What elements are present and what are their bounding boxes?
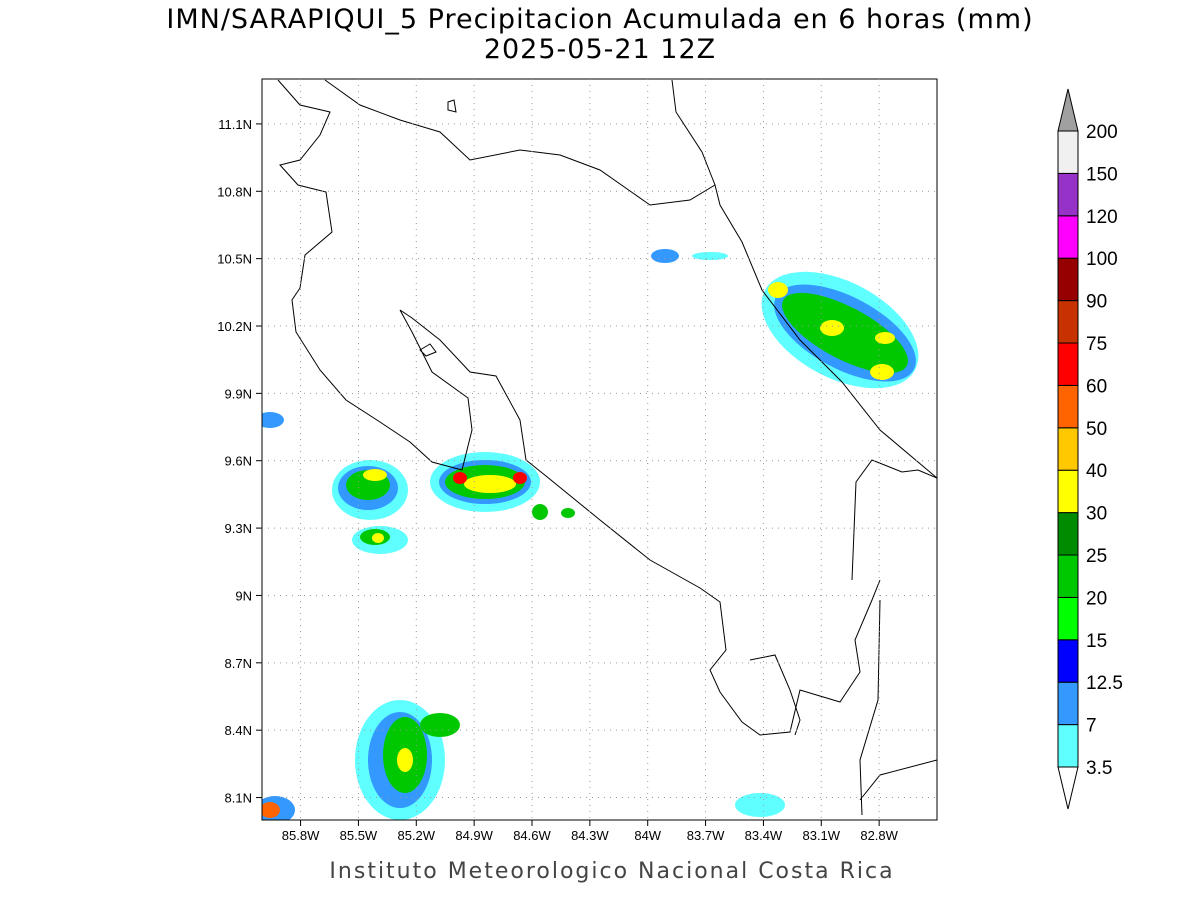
y-tick-label: 8.1N <box>225 791 252 806</box>
colorbar-label: 20 <box>1086 588 1107 609</box>
colorbar-box <box>1057 554 1079 598</box>
colorbar-label: 30 <box>1086 504 1107 525</box>
colorbar-box <box>1057 512 1079 556</box>
subtitle: 2025-05-21 12Z <box>484 34 716 65</box>
x-tick-label: 85.5W <box>340 828 378 843</box>
x-tick-label: 84.6W <box>513 828 551 843</box>
x-tick-label: 84.9W <box>455 828 493 843</box>
coastline <box>277 79 937 816</box>
x-tick-label: 82.8W <box>860 828 898 843</box>
colorbar-label: 150 <box>1086 164 1118 185</box>
colorbar-label: 90 <box>1086 292 1107 313</box>
colorbar-label: 50 <box>1086 419 1107 440</box>
colorbar-label: 25 <box>1086 546 1107 567</box>
colorbar-box <box>1057 469 1079 514</box>
x-tick-label: 85.8W <box>282 828 320 843</box>
x-tick-label: 83.1W <box>802 828 840 843</box>
map-frame <box>261 78 938 821</box>
colorbar-box <box>1057 342 1079 386</box>
x-tick-label: 83.4W <box>745 828 783 843</box>
rain-cluster <box>262 249 919 820</box>
map-area <box>261 78 938 821</box>
colorbar-under <box>1057 766 1079 810</box>
colorbar-box <box>1057 172 1079 217</box>
x-tick-label: 84W <box>634 828 661 843</box>
colorbar-label: 120 <box>1086 207 1118 228</box>
colorbar-box <box>1057 427 1079 471</box>
precip-field <box>262 79 937 820</box>
colorbar: 3.5 7 12.5 15 20 25 30 40 50 60 75 90 100 120 150 200 <box>1057 88 1123 810</box>
colorbar-over <box>1057 88 1079 132</box>
y-tick-label: 10.2N <box>217 319 252 334</box>
colorbar-box <box>1057 639 1079 683</box>
colorbar-box <box>1057 300 1079 344</box>
colorbar-box <box>1057 596 1079 641</box>
colorbar-box <box>1057 384 1079 429</box>
colorbar-label: 75 <box>1086 334 1107 355</box>
y-tick-label: 8.7N <box>225 656 252 671</box>
y-tick-label: 8.4N <box>225 723 252 738</box>
colorbar-box <box>1057 724 1079 768</box>
colorbar-label: 7 <box>1086 716 1097 737</box>
colorbar-label: 100 <box>1086 249 1118 270</box>
colorbar-label: 200 <box>1086 122 1118 143</box>
colorbar-label: 40 <box>1086 461 1107 482</box>
colorbar-label: 15 <box>1086 631 1107 652</box>
title: IMN/SARAPIQUI_5 Precipitacion Acumulada … <box>166 4 1033 35</box>
y-tick-label: 10.8N <box>217 184 252 199</box>
y-tick-label: 9.9N <box>225 386 252 401</box>
y-tick-label: 11.1N <box>218 117 252 132</box>
colorbar-box <box>1057 215 1079 259</box>
colorbar-label: 12.5 <box>1086 673 1123 694</box>
x-tick-label: 84.3W <box>571 828 609 843</box>
y-tick-label: 9N <box>235 588 252 603</box>
colorbar-label: 3.5 <box>1086 758 1112 779</box>
footer: Instituto Meteorologico Nacional Costa R… <box>329 859 894 884</box>
y-tick-label: 9.6N <box>225 454 252 469</box>
colorbar-box <box>1057 130 1079 174</box>
colorbar-box <box>1057 257 1079 302</box>
y-tick-label: 9.3N <box>225 521 252 536</box>
x-tick-label: 83.7W <box>687 828 725 843</box>
y-tick-label: 10.5N <box>217 252 252 267</box>
colorbar-box <box>1057 681 1079 726</box>
x-tick-label: 85.2W <box>397 828 435 843</box>
colorbar-label: 60 <box>1086 376 1107 397</box>
